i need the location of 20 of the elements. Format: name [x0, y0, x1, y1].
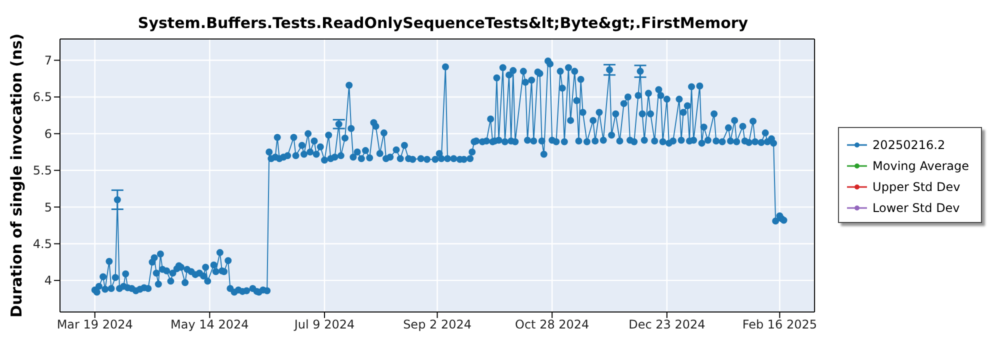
- y-tick-label: 5.5: [32, 164, 52, 178]
- x-tick-label: Oct 28 2024: [515, 318, 590, 332]
- x-tick-label: Sep 2 2024: [403, 318, 472, 332]
- legend-label: 20250216.2: [872, 138, 946, 152]
- y-tick-label: 7: [44, 54, 52, 68]
- y-axis-title: Duration of single invocation (ns): [7, 34, 26, 318]
- legend-label: Moving Average: [872, 158, 969, 172]
- x-tick-label: Mar 19 2024: [56, 318, 133, 332]
- y-tick-label: 6.5: [32, 90, 52, 104]
- x-tick-label: May 14 2024: [170, 318, 249, 332]
- chart-title: System.Buffers.Tests.ReadOnlySequenceTests&lt;Byte&gt;.FirstMemory: [136, 14, 750, 32]
- y-tick-label: 4.5: [32, 237, 52, 252]
- x-tick-label: Jul 9 2024: [293, 318, 355, 332]
- y-tick-label: 4: [44, 274, 52, 288]
- y-tick-label: 6: [44, 126, 52, 141]
- x-tick-label: Feb 16 2025: [742, 318, 818, 332]
- x-tick-label: Dec 23 2024: [628, 318, 706, 332]
- y-tick-label: 5: [44, 200, 52, 214]
- legend-label: Upper Std Dev: [872, 180, 960, 194]
- legend-label: Lower Std Dev: [872, 200, 960, 214]
